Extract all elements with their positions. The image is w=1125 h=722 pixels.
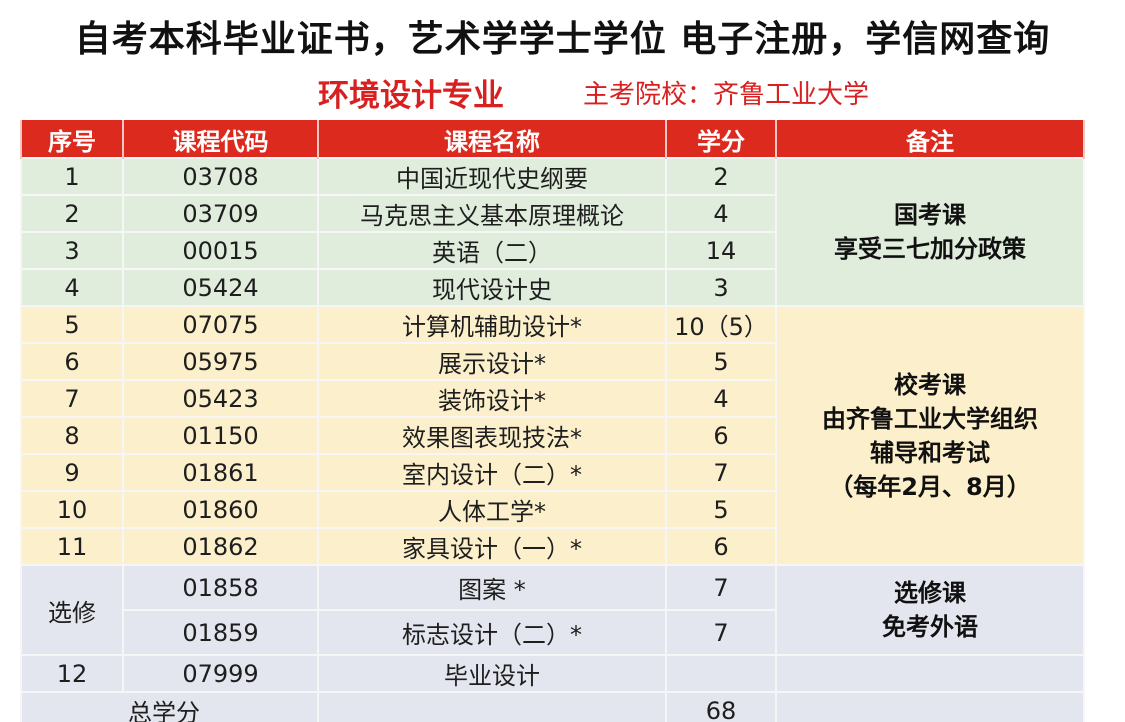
cell-name: 马克思主义基本原理概论 (317, 194, 667, 233)
note-school: 校考课 由齐鲁工业大学组织 辅导和考试 （每年2月、8月） (775, 305, 1085, 566)
cell-code: 01859 (122, 609, 319, 656)
cell-name: 标志设计（二）* (317, 609, 667, 656)
cell-code: 03708 (122, 157, 319, 196)
table-row: 10 01860 人体工学* 5 (20, 490, 1084, 529)
note-line: 享受三七加分政策 (834, 235, 1026, 263)
note-line: 由齐鲁工业大学组织 (822, 404, 1038, 433)
cell-credit: 5 (665, 490, 777, 529)
cell-name: 现代设计史 (317, 268, 667, 307)
cell-credit (665, 654, 777, 693)
table-header: 序号 课程代码 课程名称 学分 备注 (20, 120, 1085, 158)
note-line: 选修课 (894, 579, 966, 607)
total-label: 总学分 (20, 691, 319, 722)
cell-name: 人体工学* (317, 490, 667, 529)
cell-code: 01862 (122, 527, 319, 566)
cell-credit: 4 (665, 379, 777, 418)
cell-name: 家具设计（一）* (317, 527, 667, 566)
table-row: 01859 标志设计（二）* 7 (21, 609, 1084, 656)
cell-code: 07999 (122, 654, 319, 693)
table-row: 1 03708 中国近现代史纲要 2 国考课 享受三七加分政策 (20, 157, 1085, 307)
table-row: 12 07999 毕业设计 (20, 654, 1085, 693)
cell-credit: 10（5） (665, 305, 777, 344)
note-line: （每年2月、8月） (829, 472, 1031, 501)
col-header-name: 课程名称 (317, 120, 667, 158)
note-line: 免考外语 (882, 613, 978, 641)
table-row: 9 01861 室内设计（二）* 7 (20, 453, 1084, 492)
cell-elective-label: 选修 (20, 564, 124, 656)
note-line: 国考课 (894, 201, 966, 229)
cell-name: 展示设计* (317, 342, 667, 381)
cell-no: 11 (20, 527, 124, 566)
cell-code: 00015 (122, 231, 319, 270)
table-row: 3 00015 英语（二） 14 (20, 231, 1084, 270)
cell-no: 6 (20, 342, 124, 381)
note-line: 校考课 (894, 370, 966, 399)
note-national: 国考课 享受三七加分政策 (775, 157, 1085, 307)
cell-no: 7 (20, 379, 124, 418)
cell-credit: 14 (665, 231, 777, 270)
cell-no: 5 (20, 305, 124, 344)
page-title: 自考本科毕业证书，艺术学学士学位 电子注册，学信网查询 (74, 19, 1051, 60)
cell-credit: 6 (665, 527, 777, 566)
cell-code: 01860 (122, 490, 319, 529)
cell-credit: 4 (665, 194, 777, 233)
col-header-credit: 学分 (665, 120, 777, 158)
cell-no: 2 (20, 194, 124, 233)
major-name: 环境设计专业 (318, 78, 504, 114)
cell-code: 01861 (122, 453, 319, 492)
table-row: 7 05423 装饰设计* 4 (20, 379, 1084, 418)
cell-no: 1 (20, 157, 124, 196)
cell-no: 8 (20, 416, 124, 455)
cell-credit: 3 (665, 268, 777, 307)
cell-no: 10 (20, 490, 124, 529)
total-credit: 68 (665, 691, 777, 722)
cell-credit: 6 (665, 416, 777, 455)
cell-credit: 2 (665, 157, 777, 196)
cell-code: 01858 (122, 564, 319, 611)
cell-credit: 7 (665, 609, 777, 656)
cell-name (317, 691, 667, 722)
cell-name: 计算机辅助设计* (317, 305, 667, 344)
table-row: 11 01862 家具设计（一）* 6 (20, 527, 1084, 566)
cell-name: 英语（二） (317, 231, 667, 270)
table-row: 5 07075 计算机辅助设计* 10（5） 校考课 由齐鲁工业大学组织 辅导和… (20, 305, 1085, 566)
cell-name: 装饰设计* (317, 379, 667, 418)
cell-code: 05424 (122, 268, 319, 307)
cell-name: 室内设计（二）* (317, 453, 667, 492)
table-row: 8 01150 效果图表现技法* 6 (20, 416, 1084, 455)
cell-note (775, 691, 1085, 722)
cell-credit: 7 (665, 564, 777, 611)
cell-no: 12 (20, 654, 124, 693)
cell-code: 01150 (122, 416, 319, 455)
total-row: 总学分 68 (20, 691, 1085, 722)
table-row: 2 03709 马克思主义基本原理概论 4 (20, 194, 1084, 233)
cell-name: 中国近现代史纲要 (317, 157, 667, 196)
table-row: 4 05424 现代设计史 3 (20, 268, 1084, 307)
cell-code: 03709 (122, 194, 319, 233)
cell-no: 3 (20, 231, 124, 270)
cell-code: 05423 (122, 379, 319, 418)
cell-name: 效果图表现技法* (317, 416, 667, 455)
cell-name: 毕业设计 (317, 654, 667, 693)
table-row: 选修 01858 图案 * 7 选修课 免考外语 (20, 564, 1085, 656)
course-table: 序号 课程代码 课程名称 学分 备注 1 03708 中国近现代史纲要 2 国考… (20, 120, 1085, 722)
cell-name: 图案 * (317, 564, 667, 611)
cell-credit: 5 (665, 342, 777, 381)
note-elective: 选修课 免考外语 (775, 564, 1085, 656)
exam-school: 主考院校：齐鲁工业大学 (583, 80, 870, 110)
col-header-code: 课程代码 (122, 120, 319, 158)
cell-note (775, 654, 1085, 693)
cell-code: 05975 (122, 342, 319, 381)
cell-credit: 7 (665, 453, 777, 492)
col-header-no: 序号 (20, 120, 124, 158)
note-line: 辅导和考试 (870, 438, 990, 467)
table-row: 6 05975 展示设计* 5 (20, 342, 1084, 381)
cell-code: 07075 (122, 305, 319, 344)
col-header-note: 备注 (775, 120, 1085, 158)
cell-no: 9 (20, 453, 124, 492)
cell-no: 4 (20, 268, 124, 307)
